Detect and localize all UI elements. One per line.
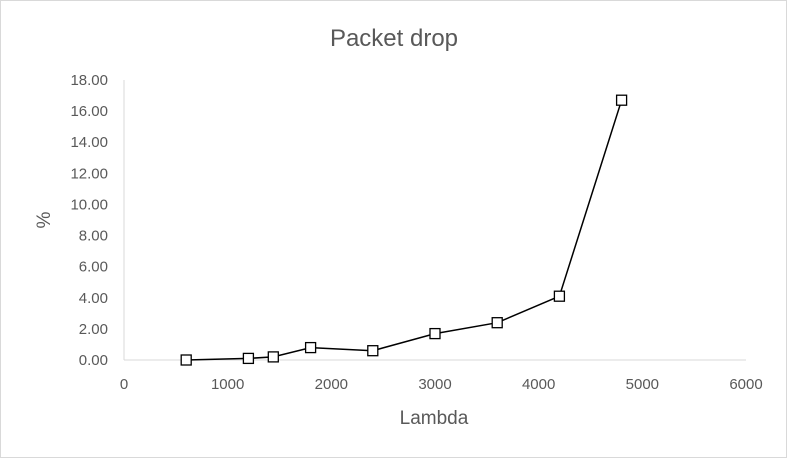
- y-tick-label: 6.00: [79, 259, 108, 276]
- x-tick-label: 3000: [418, 376, 451, 393]
- y-tick-label: 10.00: [70, 196, 108, 213]
- y-axis-title: %: [34, 211, 55, 228]
- y-tick-label: 4.00: [79, 290, 108, 307]
- data-point-marker: [367, 345, 379, 357]
- data-point-marker: [429, 327, 441, 340]
- y-tick-label: 2.00: [79, 321, 108, 338]
- y-tick-label: 14.00: [70, 134, 108, 151]
- y-tick-label: 16.00: [70, 103, 108, 120]
- y-tick-label: 0.00: [79, 352, 108, 369]
- x-axis-title: Lambda: [400, 408, 469, 429]
- y-tick-labels: 0.00 2.00 4.00 6.00 8.00 10.00 12.00 14.00 16.00…: [70, 72, 108, 369]
- data-point-marker: [304, 341, 317, 354]
- x-tick-label: 6000: [729, 376, 762, 393]
- x-tick-label: 1000: [211, 376, 244, 393]
- data-point-marker: [180, 354, 192, 366]
- data-point-marker: [267, 351, 279, 363]
- data-point-marker: [242, 352, 255, 365]
- data-point-marker: [615, 94, 628, 106]
- data-point-marker: [553, 290, 566, 302]
- x-tick-labels: 0 1000 2000 3000 4000 5000 6000: [120, 376, 763, 393]
- series-markers: [180, 94, 628, 366]
- chart-title: Packet drop: [330, 25, 458, 52]
- x-tick-label: 2000: [315, 376, 348, 393]
- y-tick-label: 18.00: [70, 72, 108, 89]
- x-tick-label: 4000: [522, 376, 555, 393]
- y-tick-label: 12.00: [70, 165, 108, 182]
- data-point-marker: [491, 317, 503, 329]
- series-line: [186, 99, 623, 361]
- x-tick-label: 5000: [626, 376, 659, 393]
- x-tick-label: 0: [120, 376, 128, 393]
- y-tick-label: 8.00: [79, 228, 108, 245]
